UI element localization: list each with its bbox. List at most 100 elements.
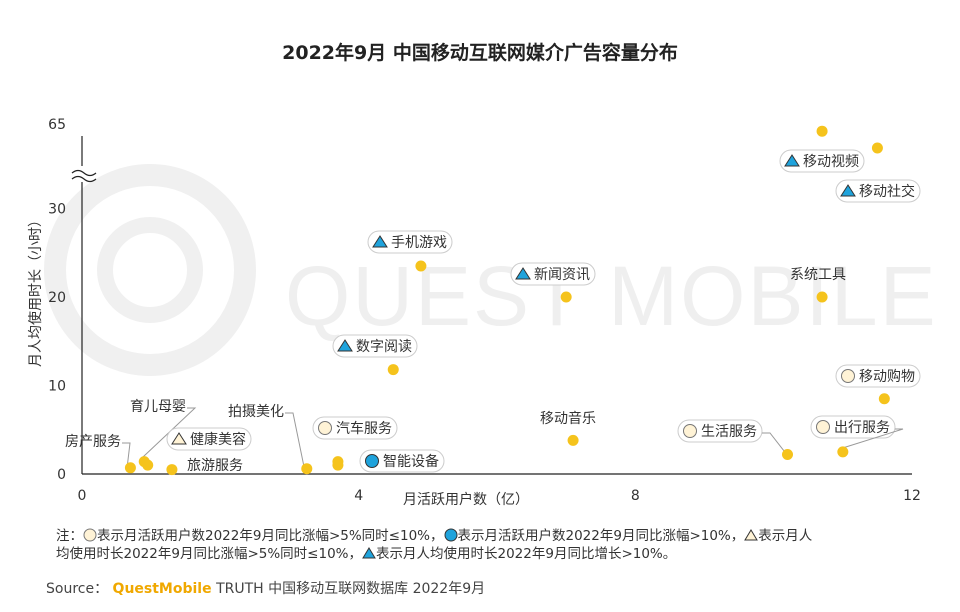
point-label: 出行服务 [834,420,890,436]
point-label: 育儿母婴 [130,399,186,415]
leader-line [761,432,785,452]
point-label-box [810,415,896,439]
legend-note-line-2: 均使用时长2022年9月同比涨幅>5%同时≤10%， 表示月人均使用时长2022年… [56,542,676,562]
point-label: 旅游服务 [187,458,243,474]
scatter-chart: QUEST MOBILE 0 10 20 30 65 0 4 8 12 月活跃用户数（亿） 月人均使… [27,117,938,508]
note-triangle-text-b: 均使用时长2022年9月同比涨幅>5%同时≤10%， [56,546,362,562]
data-point: 数字阅读 [332,334,418,376]
point-marker [142,459,154,471]
point-label: 移动社交 [859,183,915,200]
x-tick-label: 4 [354,488,363,504]
blue-circle-icon [365,454,379,468]
point-marker [878,393,890,405]
point-label-box [835,179,921,203]
source-rest: TRUTH 中国移动互联网数据库 2022年9月 [216,581,486,597]
leader-line [839,428,904,450]
note-blue-triangle-text: 表示月人均使用时长2022年9月同比增长>10%。 [376,546,677,562]
point-marker [166,464,178,476]
data-point: 育儿母婴 [130,399,197,468]
blue-triangle-icon [337,339,353,352]
x-axis-label: 月活跃用户数（亿） [403,491,529,508]
point-label: 拍摄美化 [228,404,284,420]
chart-title: 2022年9月 中国移动互联网媒介广告容量分布 [282,42,678,64]
point-label: 移动购物 [859,369,915,385]
watermark-text: QUEST MOBILE [285,249,938,343]
data-point: 手机游戏 [367,230,453,272]
axes: 0 10 20 30 65 0 4 8 12 月活跃用户数（亿） 月人均使用时长（小时） [27,117,921,508]
data-point: 移动音乐 [540,410,596,446]
cream-circle-icon [816,420,830,434]
triangle-icon [744,529,759,541]
point-marker [871,142,883,154]
watermark-ring [44,164,256,376]
data-point: 移动购物 [835,364,921,405]
point-marker [387,364,399,376]
point-marker [567,434,579,446]
point-label: 移动视频 [803,154,859,170]
note-blue-circle-text: 表示月活跃用户数2022年9月同比涨幅>10%， [457,528,745,544]
point-label-box [835,364,921,388]
note-triangle-text-a: 表示月人 [758,528,813,544]
axis-break [70,166,97,183]
point-label-box [367,230,453,254]
point-marker [301,463,313,475]
point-label: 数字阅读 [356,338,412,355]
source-line: Source： QuestMobile TRUTH 中国移动互联网数据库 202… [46,578,485,598]
point-label: 生活服务 [701,424,757,440]
data-point: 出行服务 [810,415,904,458]
point-label: 健康美容 [190,431,246,448]
point-label: 新闻资讯 [534,267,590,283]
blue-triangle-icon [515,267,531,280]
point-marker [560,291,572,303]
x-tick-label: 0 [78,488,87,504]
point-label: 手机游戏 [391,235,447,251]
cream-circle-icon [318,421,332,435]
point-label-box [510,262,596,286]
point-label: 系统工具 [790,267,846,283]
source-prefix: Source： [46,581,109,597]
y-axis-label: 月人均使用时长（小时） [27,213,44,367]
watermark-ring-inner [97,217,203,323]
point-label: 移动音乐 [540,410,596,427]
point-marker [782,449,793,461]
legend-note-line-1: 注： 表示月活跃用户数2022年9月同比涨幅>5%同时≤10%， 表示月活跃用户数2… [56,524,812,544]
x-tick-label: 8 [631,488,640,504]
point-marker [124,462,136,474]
point-marker [816,125,828,137]
leader-line [284,412,305,466]
blue-triangle-icon [784,154,800,167]
data-point: 智能设备 [332,449,445,473]
leader-line [121,442,131,465]
data-point: 健康美容 [142,427,252,471]
blue-triangle-icon [372,235,388,248]
data-point: 旅游服务 [166,458,243,476]
point-label-box [312,416,398,440]
blue-triangle-icon [840,184,856,197]
y-tick-label: 20 [48,290,66,306]
blue-triangle-icon [362,547,376,559]
data-point: 移动视频 [779,125,865,173]
point-label: 汽车服务 [336,420,392,437]
data-point: 新闻资讯 [510,262,596,303]
triangle-icon [171,432,187,445]
point-label-box [166,427,252,451]
cream-circle-icon [841,369,855,383]
cream-circle-icon [83,528,97,542]
point-marker [415,260,427,272]
y-tick-label: 65 [48,117,66,133]
data-point: 生活服务 [677,419,793,461]
data-point: 拍摄美化 [228,404,313,475]
point-label-box [779,149,865,173]
point-label-box [332,334,418,358]
y-tick-label: 10 [48,379,66,395]
y-tick-label: 0 [57,467,66,483]
data-point: 系统工具 [790,267,846,303]
point-label: 智能设备 [383,453,439,470]
blue-circle-icon [444,528,457,542]
data-point: 房产服务 [65,434,136,474]
point-marker [816,291,828,303]
point-label: 房产服务 [65,434,121,450]
y-tick-label: 30 [48,202,66,218]
source-brand: QuestMobile [112,581,212,597]
